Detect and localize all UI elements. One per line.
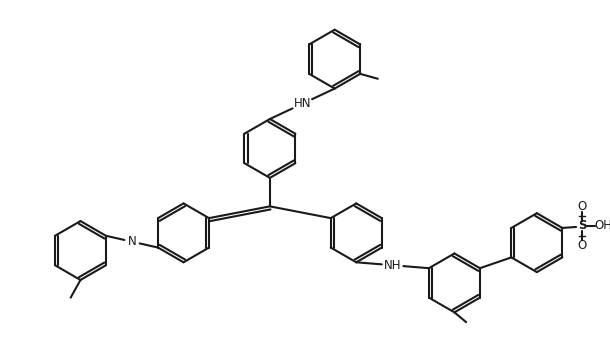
Text: O: O [577, 200, 587, 213]
Text: N: N [127, 235, 137, 248]
Text: O: O [577, 239, 587, 252]
Text: HN: HN [293, 97, 311, 110]
Text: S: S [578, 219, 586, 233]
Text: OH: OH [595, 219, 610, 233]
Text: NH: NH [384, 259, 401, 272]
